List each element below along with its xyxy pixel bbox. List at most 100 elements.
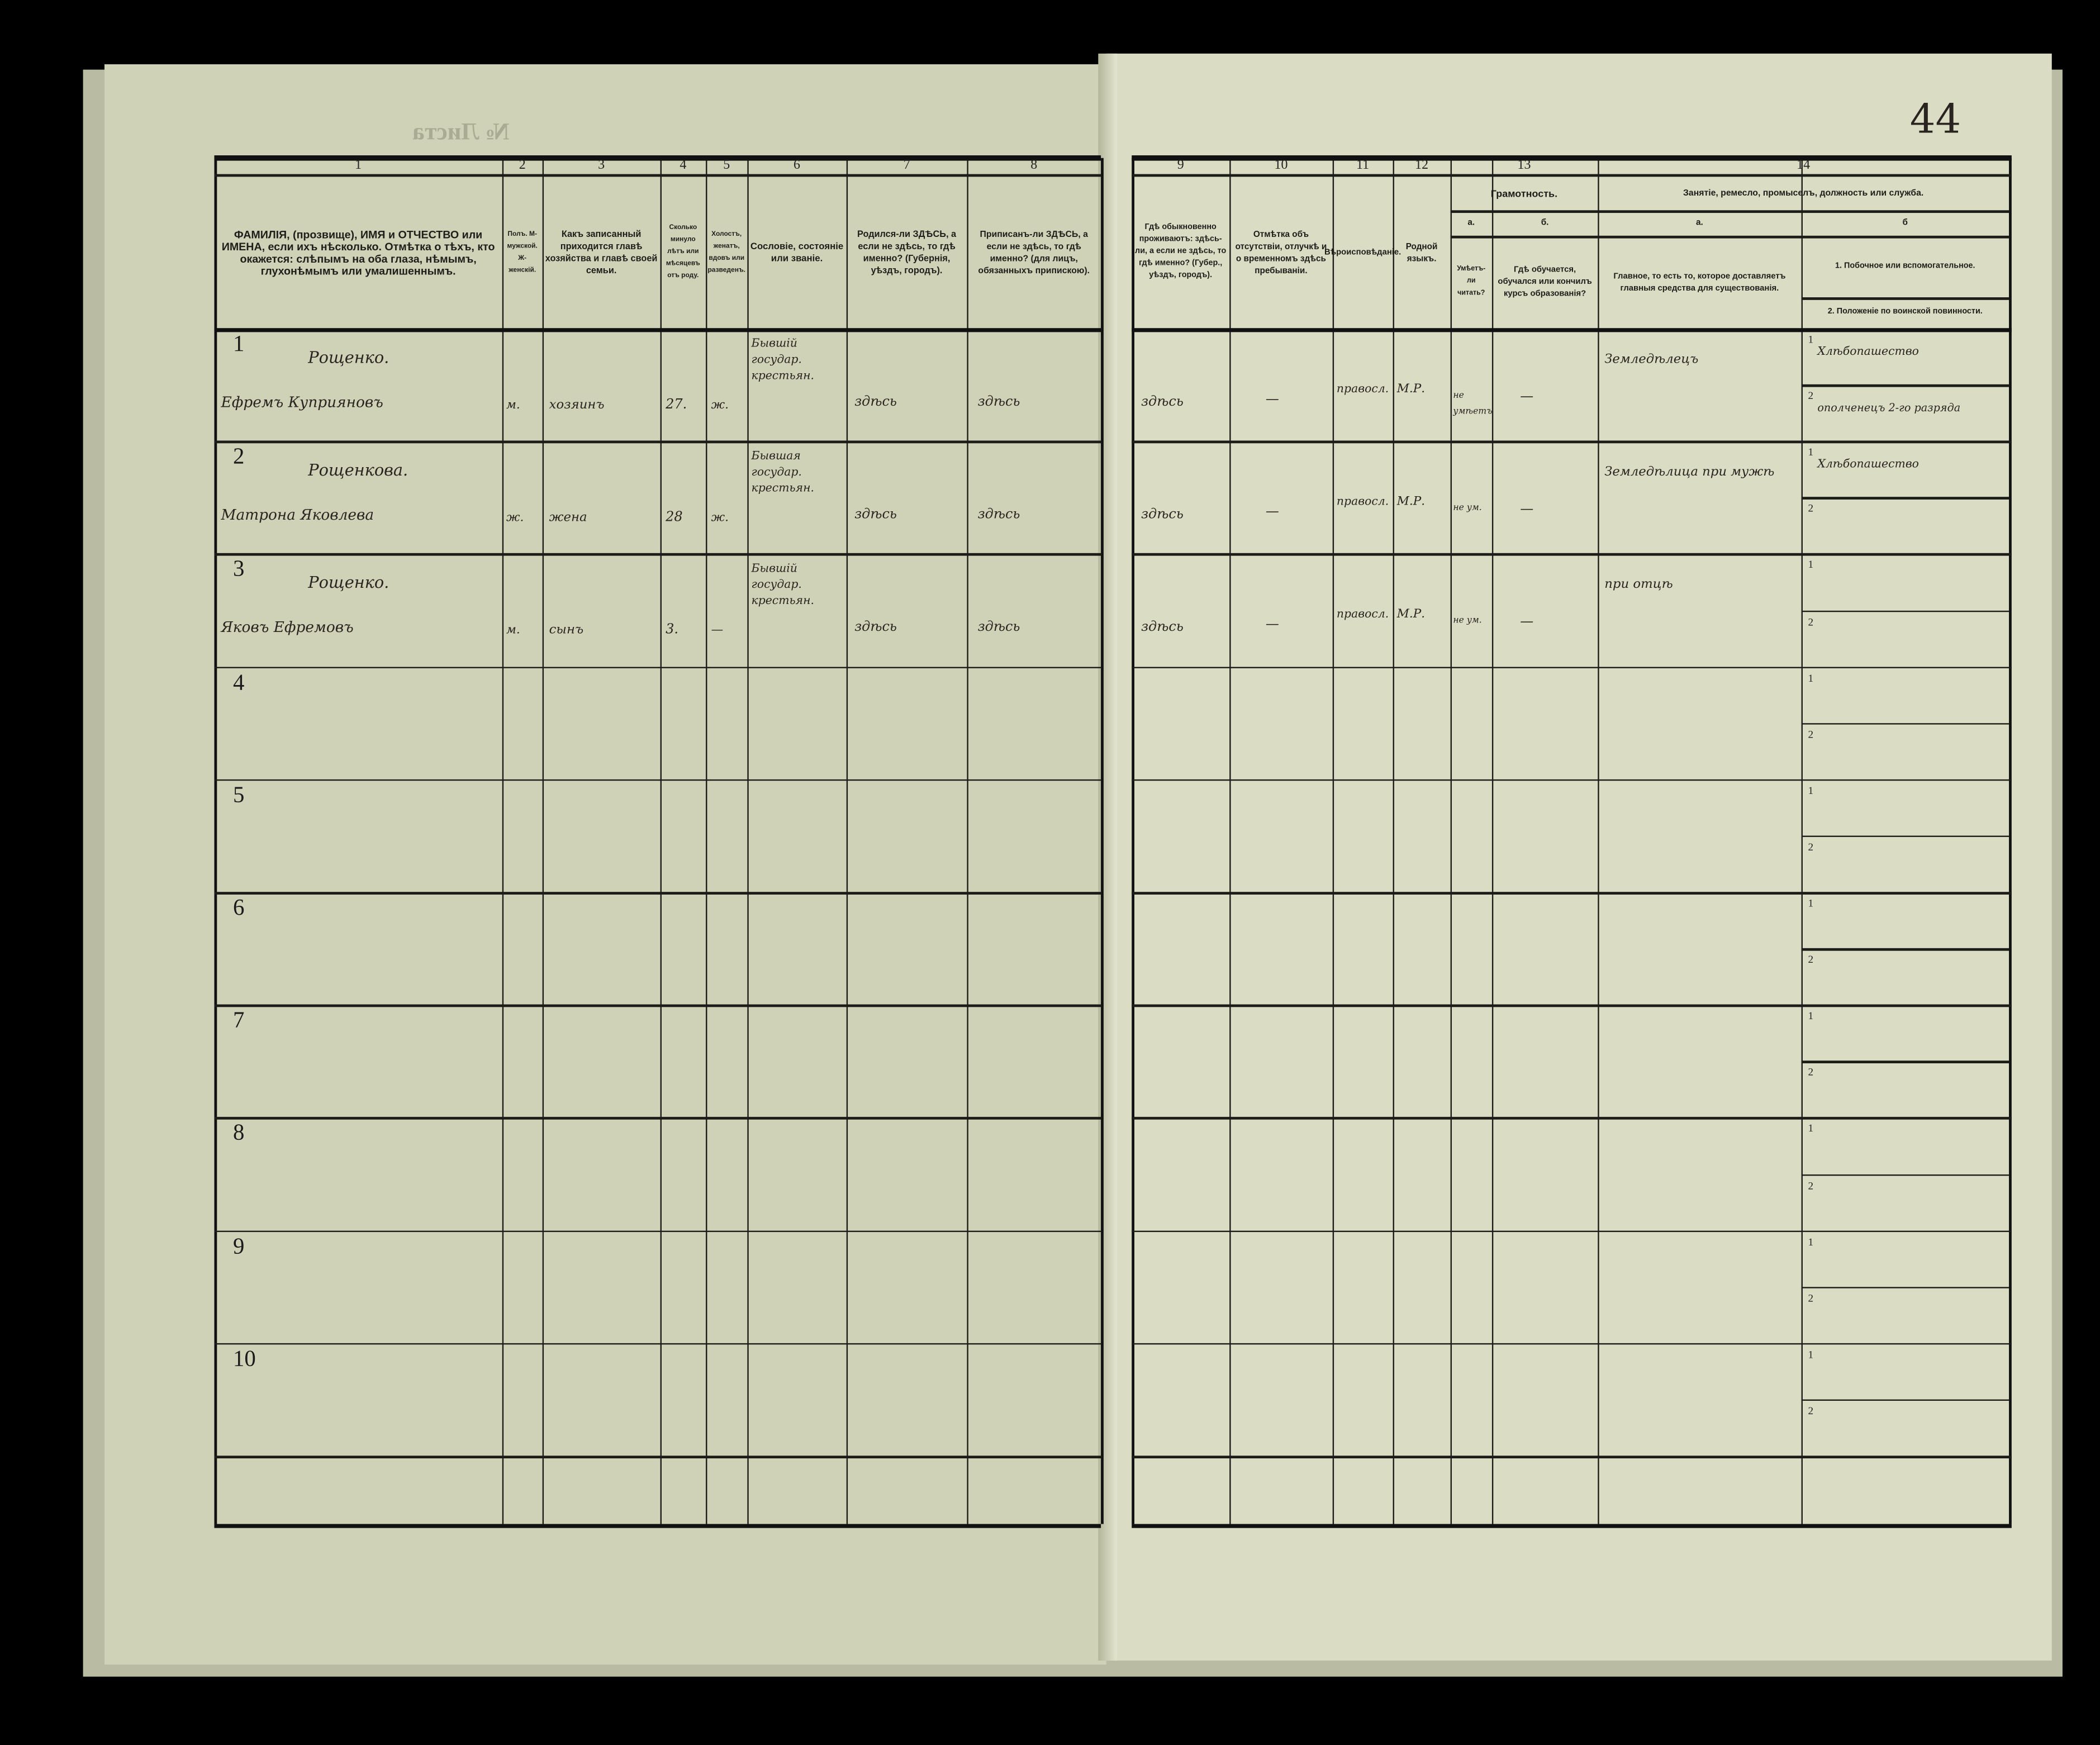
row-rule xyxy=(1132,1230,2012,1233)
row-rule xyxy=(1132,553,2012,556)
entry-age: 3. xyxy=(666,623,679,638)
column-rule xyxy=(1229,158,1232,1524)
row-rule xyxy=(1132,1456,2012,1458)
entry-relation: сынъ xyxy=(549,623,584,638)
row-rule xyxy=(1132,440,2012,443)
row-number: 10 xyxy=(233,1345,256,1371)
table-bottom-rule xyxy=(214,1524,1101,1528)
row-number: 1 xyxy=(233,330,245,356)
row-subline-label: 1 xyxy=(1808,1235,1814,1248)
row-14b-split xyxy=(1801,497,2009,500)
header-cell-c9: Гдѣ обыкновенно проживаютъ: здѣсь-ли, а … xyxy=(1135,224,1227,280)
header-cell-c5: Холостъ, женатъ, вдовъ или разведенъ. xyxy=(707,230,746,274)
row-rule xyxy=(1132,779,2012,782)
entry-language: М.Р. xyxy=(1396,496,1426,510)
entry-registered: здѣсь xyxy=(977,395,1020,410)
row-subline-label: 1 xyxy=(1808,1348,1814,1361)
header-cell-c14b2: 2. Положеніе по воинской повинности. xyxy=(1827,308,1983,316)
entry-literate: не ум. xyxy=(1453,615,1482,626)
row-subline-label: 2 xyxy=(1808,1292,1814,1304)
row-14b-split xyxy=(1801,610,2009,612)
entry-marital: — xyxy=(711,624,724,638)
entry-resides: здѣсь xyxy=(1141,395,1184,410)
entry-religion: правосл. xyxy=(1336,608,1389,622)
row-subline-label: 1 xyxy=(1808,784,1814,797)
header-cell-c14b_label: б xyxy=(1902,218,1908,228)
row-rule xyxy=(1132,892,2012,895)
header-cell-c13: Грамотность. xyxy=(1490,187,1558,200)
column-number: 14 xyxy=(1797,158,1811,173)
row-subline-label: 1 xyxy=(1808,446,1814,459)
entry-language: М.Р. xyxy=(1396,608,1426,622)
column-number: 4 xyxy=(680,158,687,173)
header-cell-c14b1: 1. Побочное или вспомогательное. xyxy=(1835,261,1975,270)
row-number: 2 xyxy=(233,443,245,469)
row-number: 4 xyxy=(233,669,245,695)
column-rule xyxy=(747,158,749,1524)
row-14b-split xyxy=(1801,722,2009,725)
entry-estate: Бывшій государ. крестьян. xyxy=(751,563,815,609)
entry-born: здѣсь xyxy=(854,620,897,635)
column-number-rule xyxy=(214,174,1101,177)
entry-estate: Бывшій государ. крестьян. xyxy=(751,337,815,383)
row-subline-label: 2 xyxy=(1808,1404,1814,1417)
entry-sex: м. xyxy=(506,399,520,413)
row-14b-split xyxy=(1801,1061,2009,1063)
row-14b-split xyxy=(1801,948,2009,950)
entry-military: ополченецъ 2-го разряда xyxy=(1817,402,1961,414)
row-subline-label: 1 xyxy=(1808,1010,1814,1023)
header-cell-c13a: Умѣетъ-ли читать? xyxy=(1457,265,1486,298)
row-subline-label: 2 xyxy=(1808,953,1814,966)
entry-literate: не ум. xyxy=(1453,502,1482,513)
column-rule xyxy=(214,158,218,1524)
header-cell-c2: Полъ. М-мужской. Ж-женскій. xyxy=(507,230,538,274)
header-14b-split xyxy=(1801,297,2009,299)
column-number: 9 xyxy=(1177,158,1184,173)
row-rule xyxy=(1132,1343,2012,1345)
column-rule xyxy=(2009,158,2012,1524)
row-14b-split xyxy=(1801,1286,2009,1289)
entry-absence: — xyxy=(1265,505,1279,520)
row-subline-label: 2 xyxy=(1808,1066,1814,1079)
page-number: 44 xyxy=(1909,96,1961,144)
entry-occupation: при отцѣ xyxy=(1604,577,1673,593)
header-cell-c6: Сословіе, состояніе или званіе. xyxy=(750,241,844,263)
entry-age: 27. xyxy=(666,397,687,413)
header-sub-rule xyxy=(1450,235,2009,238)
entry-education: — xyxy=(1520,389,1534,405)
row-subline-label: 2 xyxy=(1808,389,1814,402)
entry-absence: — xyxy=(1265,392,1279,407)
row-number: 5 xyxy=(233,782,245,807)
column-rule xyxy=(542,158,544,1524)
column-rule xyxy=(1598,158,1600,1524)
row-14b-split xyxy=(1801,835,2009,838)
header-bottom-rule xyxy=(214,328,1101,332)
entry-relation: хозяинъ xyxy=(549,397,605,413)
entry-education: — xyxy=(1520,502,1534,517)
column-number: 6 xyxy=(794,158,801,173)
header-cell-c13b_label: б. xyxy=(1541,218,1549,228)
table-top-rule xyxy=(1132,155,2012,160)
column-number: 12 xyxy=(1415,158,1429,173)
column-number: 7 xyxy=(903,158,910,173)
column-number: 1 xyxy=(355,158,362,173)
entry-literate: не умѣетъ xyxy=(1453,389,1493,417)
entry-language: М.Р. xyxy=(1396,383,1426,397)
row-rule xyxy=(1132,666,2012,669)
row-14b-split xyxy=(1801,1399,2009,1402)
row-rule xyxy=(214,440,1101,443)
header-cell-c13b: Гдѣ обучается, обучался или кончилъ курс… xyxy=(1498,265,1592,299)
entry-name: Ефремъ Куприяновъ xyxy=(221,393,383,411)
column-rule xyxy=(706,158,708,1524)
column-number: 13 xyxy=(1517,158,1531,173)
entry-religion: правосл. xyxy=(1336,383,1389,397)
header-cell-c14a: Главное, то есть то, которое доставляетъ… xyxy=(1613,271,1786,293)
entry-education: — xyxy=(1520,615,1534,630)
row-rule xyxy=(214,1230,1101,1233)
entry-surname: Рощенкова. xyxy=(308,460,408,480)
entry-registered: здѣсь xyxy=(977,620,1020,635)
entry-religion: правосл. xyxy=(1336,496,1389,510)
row-rule xyxy=(214,779,1101,782)
row-rule xyxy=(214,553,1101,556)
